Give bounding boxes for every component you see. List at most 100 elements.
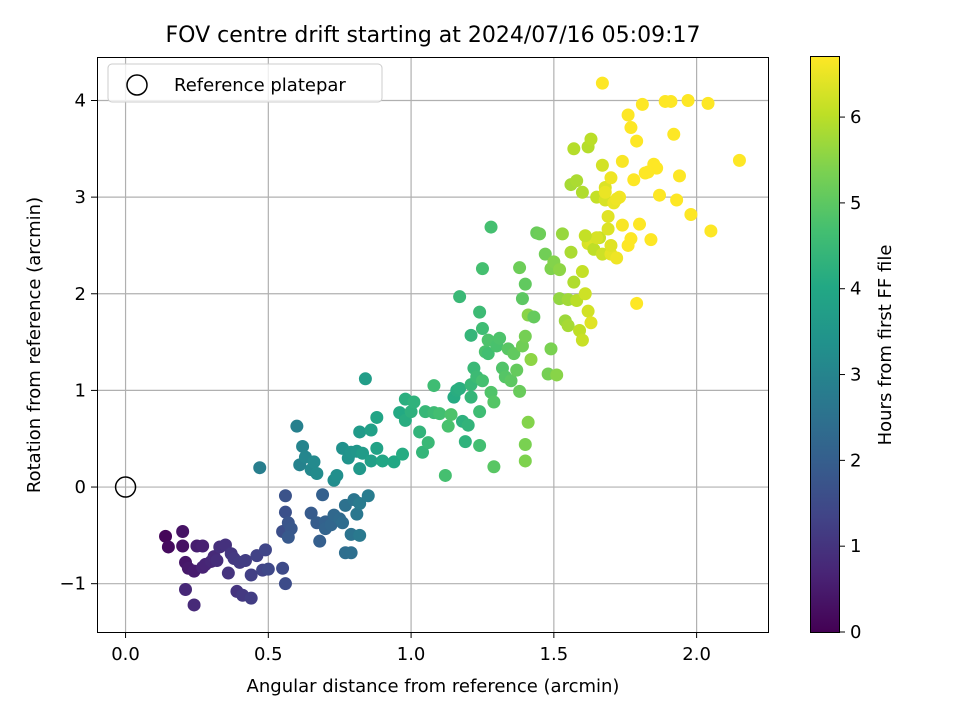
data-point: [344, 546, 358, 560]
data-point: [615, 154, 629, 168]
reference-point: [114, 476, 137, 498]
data-point: [473, 305, 487, 319]
data-point: [413, 425, 427, 439]
data-point: [624, 121, 638, 135]
data-point: [524, 352, 538, 366]
reference-marker: [114, 476, 137, 498]
data-point: [258, 543, 272, 557]
data-point: [364, 454, 378, 468]
data-point: [672, 169, 686, 183]
data-point: [475, 374, 489, 388]
data-point: [527, 310, 541, 324]
data-point: [396, 447, 410, 461]
data-point: [487, 460, 501, 474]
colorbar-ticks: 0 1 2 3 4 5 6: [839, 107, 861, 643]
data-point: [481, 347, 495, 361]
data-point: [310, 467, 324, 481]
chart-title: FOV centre drift starting at 2024/07/16 …: [166, 23, 701, 48]
data-point: [475, 262, 489, 276]
data-point: [276, 561, 290, 575]
data-point: [513, 261, 527, 275]
legend-entry-reference: Reference platepar: [174, 75, 346, 96]
y-tick-label: 0: [75, 477, 86, 498]
data-point: [684, 208, 698, 222]
data-point: [504, 374, 518, 388]
data-point: [330, 468, 344, 482]
data-point: [441, 419, 455, 433]
data-point: [615, 218, 629, 232]
data-point: [353, 496, 367, 510]
data-point: [453, 381, 467, 395]
data-point: [336, 516, 350, 530]
data-point: [304, 506, 318, 520]
data-point: [521, 415, 535, 429]
colorbar-tick-label: 0: [850, 622, 861, 643]
data-point: [421, 436, 435, 450]
data-point: [176, 539, 190, 553]
data-point: [376, 454, 390, 468]
data-point: [664, 94, 678, 108]
y-tick-label: 3: [75, 187, 86, 208]
data-point: [176, 524, 190, 538]
data-point: [732, 153, 746, 167]
data-point: [630, 296, 644, 310]
data-point: [595, 76, 609, 90]
x-axis-label: Angular distance from reference (arcmin): [247, 676, 620, 697]
colorbar-tick-label: 6: [850, 107, 861, 128]
data-point: [590, 231, 604, 245]
data-point: [518, 329, 532, 343]
y-tick-label: 1: [75, 380, 86, 401]
data-point: [387, 455, 401, 469]
data-point: [570, 174, 584, 188]
data-point: [278, 505, 292, 519]
data-point: [515, 292, 529, 306]
data-point: [533, 227, 547, 241]
data-point: [427, 379, 441, 393]
data-point: [493, 331, 507, 345]
data-point: [598, 185, 612, 199]
data-point: [313, 534, 327, 548]
data-point: [575, 185, 589, 199]
data-point: [518, 277, 532, 291]
x-tick-label: 0.5: [254, 644, 283, 665]
data-point: [278, 577, 292, 591]
data-point: [553, 263, 567, 277]
y-axis-label: Rotation from reference (arcmin): [24, 197, 45, 493]
data-point: [578, 287, 592, 301]
data-point: [518, 454, 532, 468]
data-point: [701, 96, 715, 110]
data-point: [433, 407, 447, 421]
y-tick-label: 4: [75, 90, 86, 111]
data-point: [464, 390, 478, 404]
data-point: [538, 247, 552, 261]
data-point: [555, 227, 569, 241]
data-point: [416, 445, 430, 459]
data-point: [464, 328, 478, 342]
data-point: [458, 435, 472, 449]
data-point: [253, 461, 267, 475]
x-tick-label: 1.5: [540, 644, 569, 665]
data-point: [630, 134, 644, 148]
data-point: [670, 193, 684, 207]
data-point: [159, 529, 173, 543]
data-point: [610, 192, 624, 206]
colorbar-frame: [810, 56, 840, 633]
data-point: [296, 439, 310, 453]
data-point: [581, 304, 595, 318]
data-point: [221, 566, 235, 580]
data-point: [595, 158, 609, 172]
data-point: [364, 423, 378, 437]
data-point: [704, 224, 718, 238]
data-point: [370, 441, 384, 455]
y-ticks: −1 0 1 2 3 4: [59, 90, 97, 595]
data-point: [278, 489, 292, 503]
data-point: [461, 418, 475, 432]
data-point: [475, 322, 489, 336]
data-point: [633, 217, 647, 231]
legend: Reference platepar: [107, 63, 383, 103]
data-point: [575, 333, 589, 347]
axes-frame: [97, 57, 769, 633]
data-point: [370, 410, 384, 424]
data-point: [453, 290, 467, 304]
data-point: [487, 395, 501, 409]
